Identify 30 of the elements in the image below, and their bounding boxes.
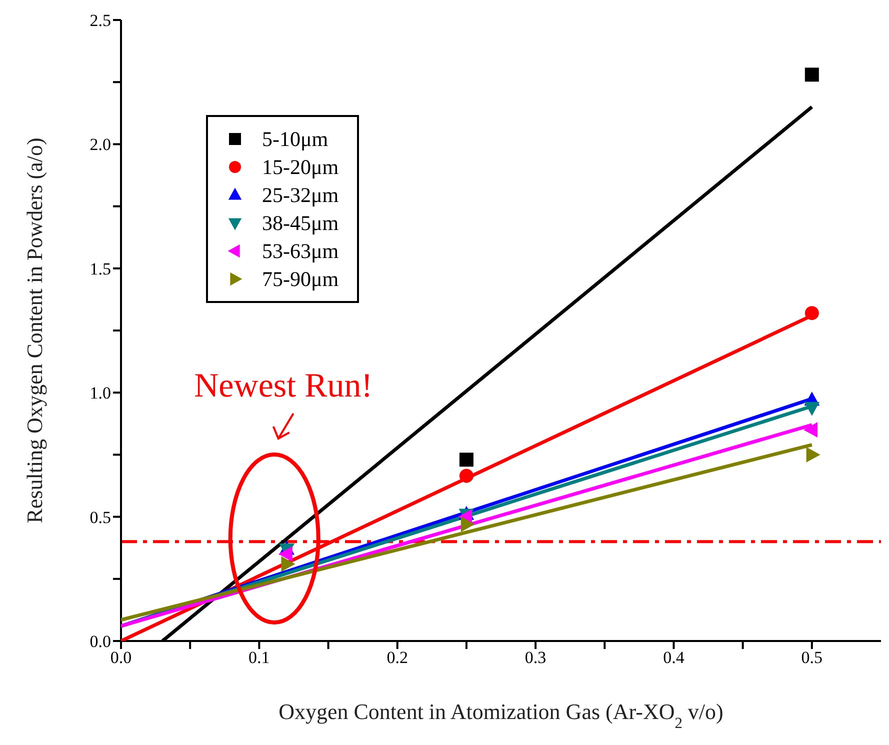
y-tick-label: 0.0 [90,632,111,652]
y-tick-label: 2.5 [90,11,111,30]
point [281,556,296,572]
legend-label: 75-90μm [262,266,339,293]
x-tick-label: 0.4 [663,648,685,668]
point [804,306,819,320]
x-tick-label: 0.2 [386,648,408,668]
x-tick-label: 0.3 [524,648,546,668]
x-tick-label: 0.0 [110,648,132,668]
point [804,68,819,82]
y-tick-label: 1.0 [90,384,111,403]
point [459,452,474,467]
legend-label: 38-45μm [262,210,339,237]
y-tick-label: 2.0 [90,135,111,154]
annotation: Newest Run! [194,368,373,405]
y-tick-label: 0.5 [90,508,111,527]
point [460,516,475,532]
point [806,447,820,462]
x-tick-label: 0.1 [248,648,270,668]
point [804,422,818,438]
legend-label: 53-63μm [262,238,339,265]
legend-label: 5-10μm [262,126,328,153]
x-axis-title: Oxygen Content in Atomization Gas (Ar-XO$_{2}$ v/o) [278,699,724,732]
legend-label: 15-20μm [262,154,339,181]
y-axis-title: Resulting Oxygen Content in Powders (a/o) [22,138,47,524]
x-tick-label: 0.5 [801,648,823,668]
point [804,402,820,416]
point [459,468,474,483]
legend-label: 25-32μm [262,182,339,209]
y-tick-label: 1.5 [90,259,111,278]
